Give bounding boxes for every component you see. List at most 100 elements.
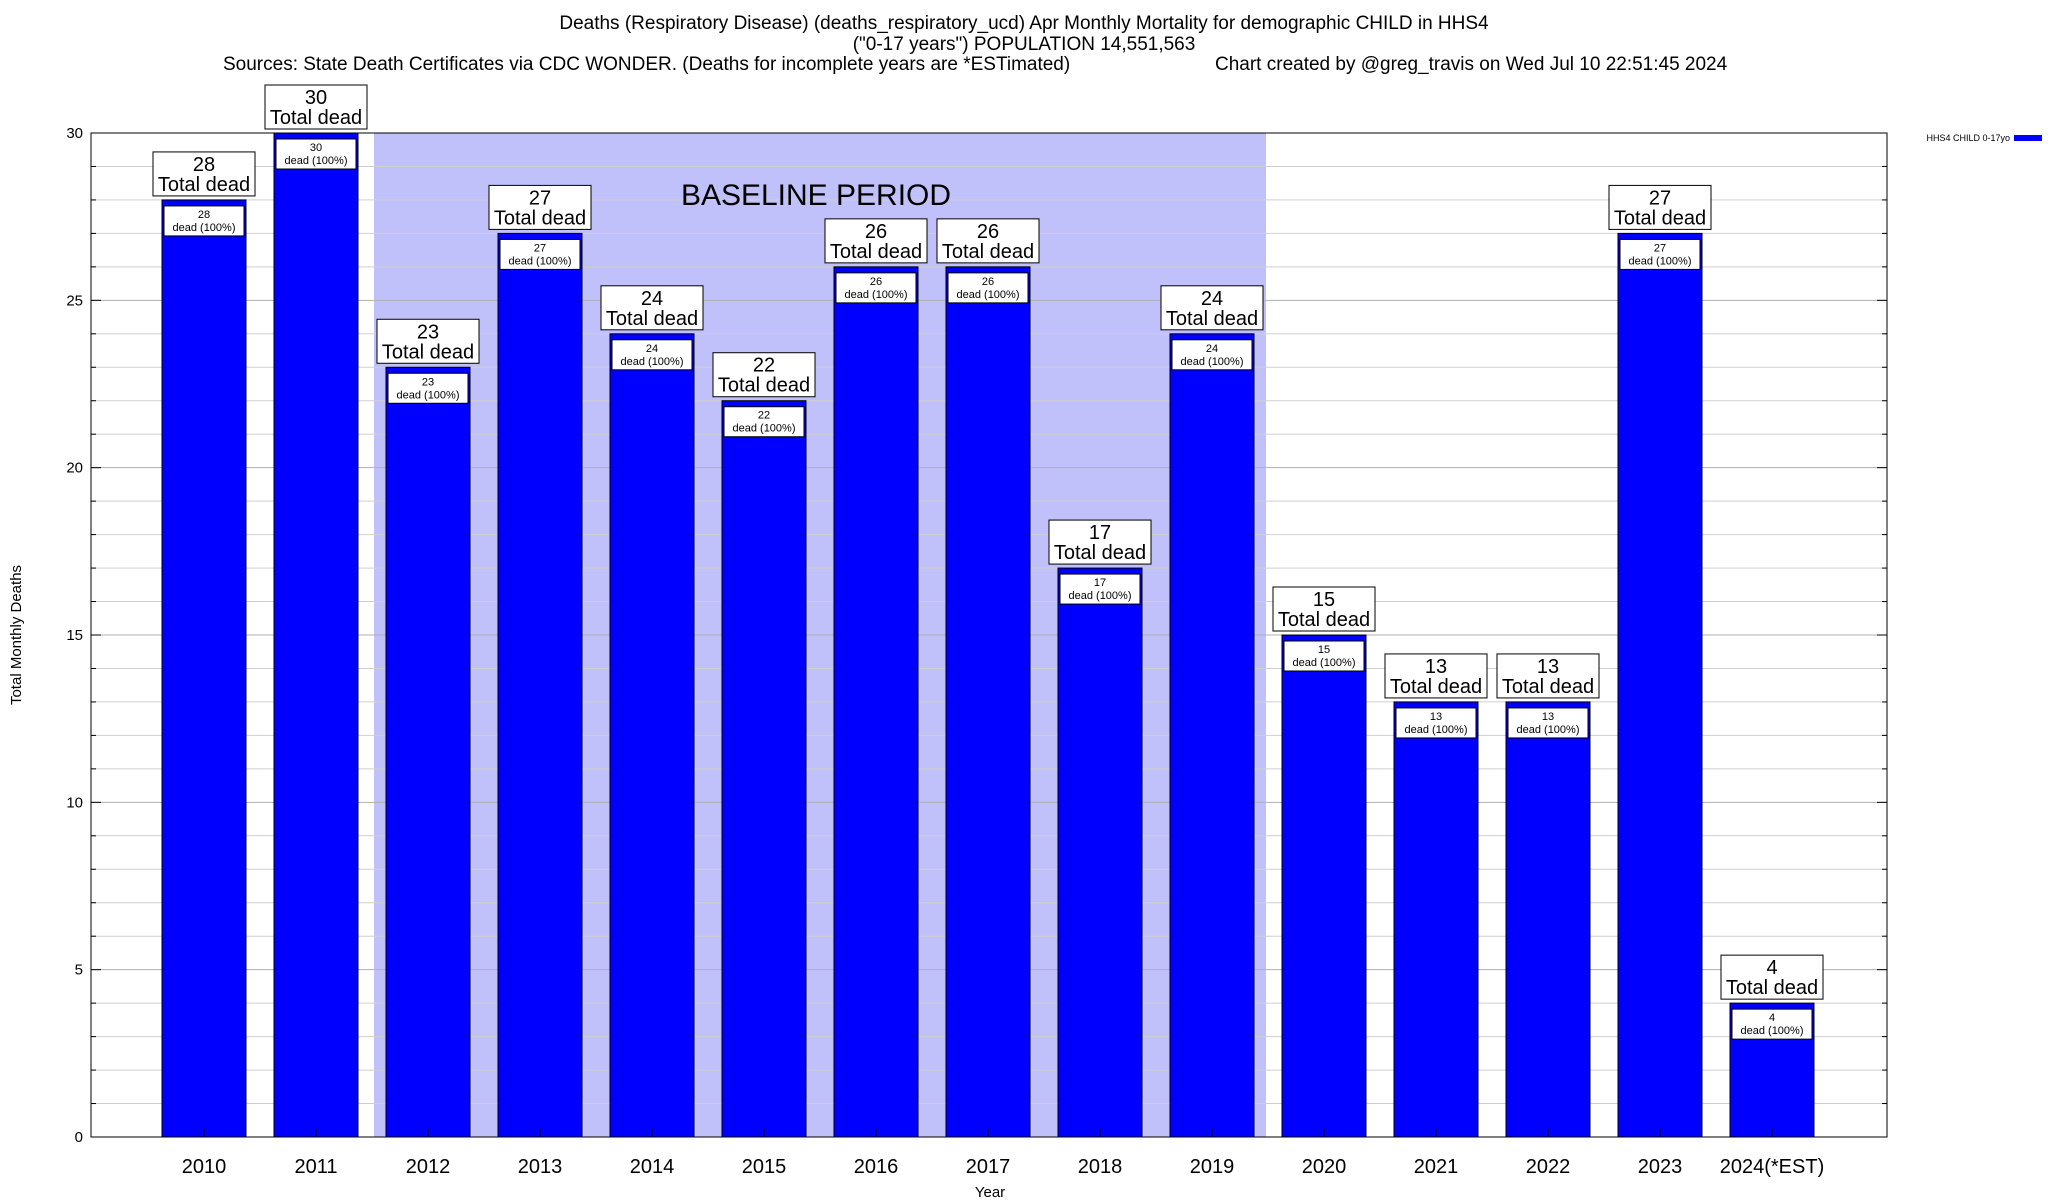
chart-credit: Chart created by @greg_travis on Wed Jul… (1215, 54, 1728, 75)
bar-inner-value: 4 (1769, 1012, 1775, 1024)
bar-top-value: 13 (1425, 656, 1447, 678)
bar-inner-label-box (1059, 573, 1141, 605)
bar-top-label-box (1720, 954, 1824, 1000)
bar-inner-percent: dead (100%) (845, 289, 908, 301)
bar-2018 (1057, 567, 1143, 1138)
bar-top-value: 27 (529, 187, 551, 209)
x-tick-label: 2019 (1190, 1156, 1235, 1178)
bar-top-value: 27 (1649, 187, 1671, 209)
bar-2023 (1617, 232, 1703, 1138)
bar-inner-value: 28 (198, 209, 210, 221)
bar-top-value: 13 (1537, 656, 1559, 678)
bar-inner-value: 27 (1654, 242, 1666, 254)
baseline-period-label: BASELINE PERIOD (681, 179, 951, 212)
bar-inner-value: 30 (310, 142, 322, 154)
chart-subtitle-population: ("0-17 years") POPULATION 14,551,563 (852, 34, 1196, 55)
bar-top-value: 17 (1089, 522, 1111, 544)
bar-inner-value: 13 (1430, 711, 1442, 723)
bar-inner-label-box (1283, 640, 1365, 672)
bar-2020 (1281, 634, 1367, 1138)
bar-top-label-box (264, 84, 368, 130)
bar-inner-label-box (1171, 339, 1253, 371)
bar-top-value: 24 (1201, 288, 1223, 310)
x-tick-label: 2011 (294, 1156, 337, 1178)
bar-top-total-dead: Total dead (382, 341, 474, 363)
bar-top-total-dead: Total dead (1166, 308, 1258, 330)
y-tick-label: 5 (75, 962, 83, 979)
bar-top-total-dead: Total dead (942, 241, 1034, 263)
bar-inner-value: 17 (1094, 577, 1106, 589)
bar-top-label-box (1496, 653, 1600, 699)
bar-2021 (1393, 701, 1479, 1138)
bar-inner-percent: dead (100%) (1181, 356, 1244, 368)
bar-inner-value: 13 (1542, 711, 1554, 723)
y-tick-label: 10 (66, 794, 83, 811)
bar-top-value: 24 (641, 288, 663, 310)
bar-inner-label-box (1731, 1008, 1813, 1040)
bar-2014 (609, 333, 695, 1138)
bar-top-value: 26 (865, 221, 887, 243)
bar-top-label-box (1272, 586, 1376, 632)
bar-top-label-box (376, 318, 480, 364)
legend-label: HHS4 CHILD 0-17yo (1926, 133, 2010, 143)
bar-inner-value: 24 (646, 343, 658, 355)
x-tick-label: 2021 (1414, 1156, 1459, 1178)
bar-inner-percent: dead (100%) (1517, 724, 1580, 736)
bar-top-label-box (1048, 519, 1152, 565)
bar-2013 (497, 232, 583, 1138)
x-tick-label: 2022 (1526, 1156, 1571, 1178)
bar-top-total-dead: Total dead (1614, 207, 1706, 229)
bar-top-total-dead: Total dead (1502, 676, 1594, 698)
bar-top-total-dead: Total dead (1054, 542, 1146, 564)
bar-2015 (721, 400, 807, 1138)
bar-inner-value: 26 (870, 276, 882, 288)
bar-inner-percent: dead (100%) (733, 423, 796, 435)
y-tick-label: 30 (66, 125, 83, 142)
bar-inner-value: 22 (758, 410, 770, 422)
bar-inner-percent: dead (100%) (957, 289, 1020, 301)
bar-top-label-box (824, 218, 928, 264)
x-tick-label: 2020 (1302, 1156, 1347, 1178)
bar-top-label-box (600, 285, 704, 331)
bar-top-value: 4 (1766, 957, 1777, 979)
y-axis-label: Total Monthly Deaths (8, 565, 25, 705)
bar-inner-percent: dead (100%) (397, 389, 460, 401)
bar-inner-label-box (163, 205, 245, 237)
bar-inner-label-box (947, 272, 1029, 304)
x-tick-label: 2016 (854, 1156, 899, 1178)
bar-top-total-dead: Total dead (158, 174, 250, 196)
bar-top-total-dead: Total dead (718, 375, 810, 397)
bar-inner-label-box (1395, 707, 1477, 739)
bar-inner-label-box (835, 272, 917, 304)
bar-inner-percent: dead (100%) (1293, 657, 1356, 669)
bar-inner-label-box (1507, 707, 1589, 739)
bar-inner-label-box (499, 238, 581, 270)
x-tick-label: 2010 (182, 1156, 227, 1178)
x-tick-label: 2013 (518, 1156, 563, 1178)
y-tick-label: 20 (66, 460, 83, 477)
bar-top-total-dead: Total dead (1726, 977, 1818, 999)
bar-top-label-box (1608, 184, 1712, 230)
bar-inner-value: 15 (1318, 644, 1330, 656)
x-tick-label: 2018 (1078, 1156, 1123, 1178)
bar-inner-value: 24 (1206, 343, 1218, 355)
bar-inner-label-box (275, 138, 357, 170)
x-tick-label: 2012 (406, 1156, 451, 1178)
bar-top-total-dead: Total dead (494, 207, 586, 229)
bar-top-total-dead: Total dead (1278, 609, 1370, 631)
bar-top-total-dead: Total dead (830, 241, 922, 263)
bar-top-label-box (1384, 653, 1488, 699)
bar-2016 (833, 266, 919, 1138)
x-axis-label: Year (975, 1184, 1005, 1200)
bar-top-value: 23 (417, 321, 439, 343)
bar-inner-percent: dead (100%) (1405, 724, 1468, 736)
bar-top-label-box (488, 184, 592, 230)
bar-inner-value: 26 (982, 276, 994, 288)
bar-top-value: 26 (977, 221, 999, 243)
y-tick-label: 0 (75, 1129, 83, 1146)
bar-inner-percent: dead (100%) (1069, 590, 1132, 602)
bar-2011 (273, 132, 359, 1138)
y-tick-label: 25 (66, 292, 83, 309)
bar-2017 (945, 266, 1031, 1138)
